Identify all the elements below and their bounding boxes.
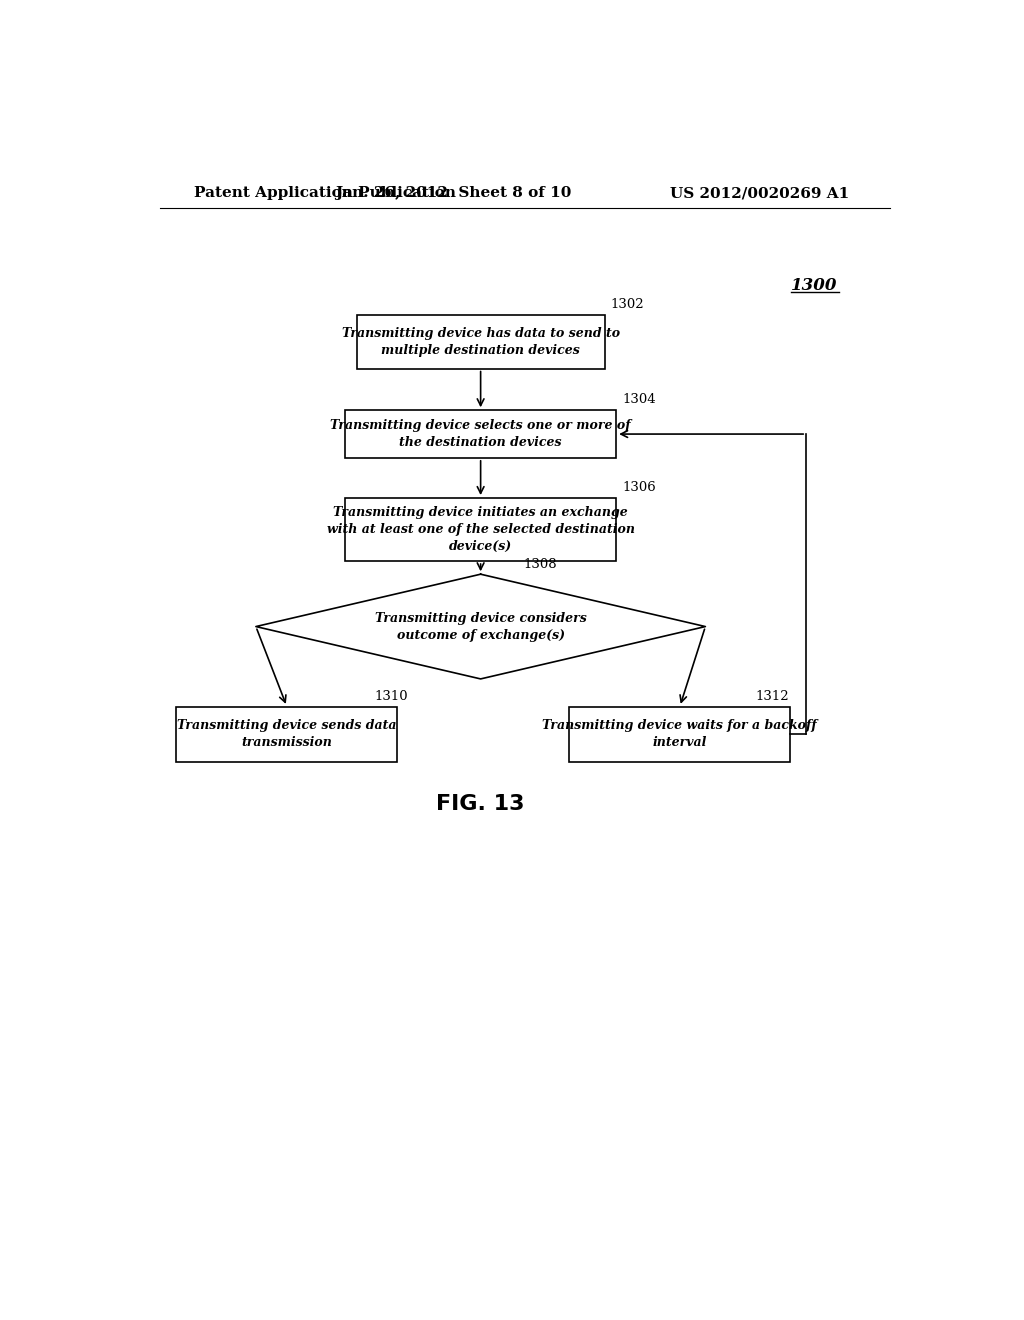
FancyBboxPatch shape	[356, 314, 604, 368]
Text: 1308: 1308	[523, 558, 557, 572]
Text: Transmitting device selects one or more of
the destination devices: Transmitting device selects one or more …	[331, 418, 631, 449]
Text: Patent Application Publication: Patent Application Publication	[194, 186, 456, 201]
Text: 1302: 1302	[611, 298, 644, 312]
Text: Transmitting device has data to send to
multiple destination devices: Transmitting device has data to send to …	[342, 326, 620, 356]
Text: Transmitting device sends data
transmission: Transmitting device sends data transmiss…	[177, 719, 396, 750]
FancyBboxPatch shape	[345, 498, 616, 561]
Text: FIG. 13: FIG. 13	[436, 793, 525, 813]
Text: Jan. 26, 2012  Sheet 8 of 10: Jan. 26, 2012 Sheet 8 of 10	[335, 186, 571, 201]
Text: Transmitting device initiates an exchange
with at least one of the selected dest: Transmitting device initiates an exchang…	[327, 506, 635, 553]
Text: US 2012/0020269 A1: US 2012/0020269 A1	[670, 186, 849, 201]
FancyBboxPatch shape	[176, 706, 397, 762]
Text: 1310: 1310	[374, 690, 408, 702]
FancyBboxPatch shape	[569, 706, 791, 762]
FancyBboxPatch shape	[345, 411, 616, 458]
Text: 1304: 1304	[623, 393, 656, 407]
Text: 1312: 1312	[756, 690, 788, 702]
Text: Transmitting device waits for a backoff
interval: Transmitting device waits for a backoff …	[543, 719, 817, 750]
Text: Transmitting device considers
outcome of exchange(s): Transmitting device considers outcome of…	[375, 611, 587, 642]
Text: 1300: 1300	[791, 277, 838, 294]
Text: 1306: 1306	[623, 480, 656, 494]
